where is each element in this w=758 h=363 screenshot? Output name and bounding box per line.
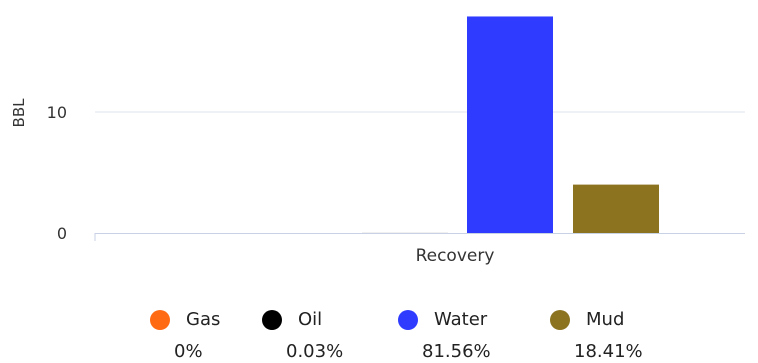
bar-water (467, 16, 553, 233)
y-axis-label: BBL (10, 98, 28, 128)
bar-chart: 0 10 BBL Recovery (10, 16, 745, 266)
mud-legend-label: Mud (586, 309, 625, 330)
mud-legend-marker (550, 310, 570, 330)
water-legend-percent: 81.56% (422, 341, 491, 362)
water-legend-label: Water (434, 309, 488, 330)
x-category-label: Recovery (416, 246, 495, 266)
gas-legend-percent: 0% (174, 341, 203, 362)
y-tick-label: 0 (57, 224, 67, 243)
y-tick-label: 10 (47, 103, 67, 122)
gas-legend-marker (150, 310, 170, 330)
bar-mud (573, 184, 659, 233)
water-legend-marker (398, 310, 418, 330)
oil-legend-percent: 0.03% (286, 341, 344, 362)
oil-legend-label: Oil (298, 309, 323, 330)
mud-legend-percent: 18.41% (574, 341, 643, 362)
oil-legend-marker (262, 310, 282, 330)
chart-legend: Gas 0% Oil 0.03% Water 81.56% Mud 18.41% (0, 300, 758, 363)
gas-legend-label: Gas (186, 309, 221, 330)
